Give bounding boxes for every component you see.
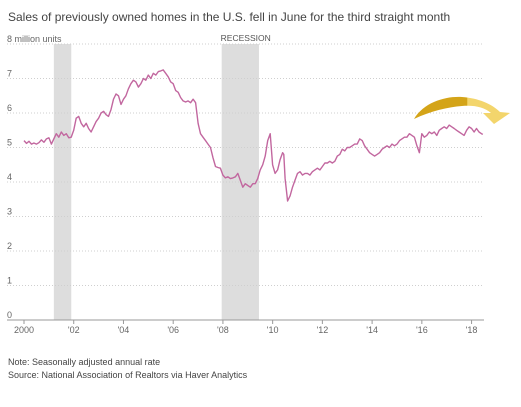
line-chart: 0 1 2 3 4 5 6 7 2000 '02 '04 '06 '08 '10 '12 '14 '16 '18… [7, 33, 510, 335]
y-unit-label: 8 million units [7, 34, 62, 44]
recession-band [53, 44, 72, 320]
y-tick-label: 5 [7, 138, 12, 148]
y-axis-labels: 0 1 2 3 4 5 6 7 [7, 69, 12, 321]
y-tick-label: 4 [7, 172, 12, 182]
y-tick-label: 1 [7, 276, 12, 286]
x-tick-label: '02 [68, 325, 80, 335]
recession-label: RECESSION [221, 33, 271, 43]
curved-arrow-shape [414, 96, 510, 124]
recession-bands [53, 44, 259, 320]
x-tick-label: '08 [217, 325, 229, 335]
chart-source: Source: National Association of Realtors… [8, 370, 248, 380]
x-tick-label: '16 [416, 325, 428, 335]
y-tick-label: 0 [7, 310, 12, 320]
x-tick-label: '04 [118, 325, 130, 335]
x-tick-label: 2000 [14, 325, 34, 335]
y-tick-label: 6 [7, 103, 12, 113]
series-line [23, 69, 484, 202]
gridlines [7, 43, 484, 321]
chart-title: Sales of previously owned homes in the U… [8, 10, 451, 24]
y-tick-label: 7 [7, 69, 12, 79]
data-series [23, 69, 484, 202]
x-tick-label: '06 [167, 325, 179, 335]
x-axis-labels: 2000 '02 '04 '06 '08 '10 '12 '14 '16 '18 [14, 320, 477, 335]
x-tick-label: '14 [366, 325, 378, 335]
x-tick-label: '12 [317, 325, 329, 335]
y-tick-label: 2 [7, 241, 12, 251]
y-tick-label: 3 [7, 207, 12, 217]
curved-arrow-icon [414, 96, 510, 124]
x-tick-label: '18 [466, 325, 478, 335]
chart-note: Note: Seasonally adjusted annual rate [8, 357, 161, 367]
x-tick-label: '10 [267, 325, 279, 335]
